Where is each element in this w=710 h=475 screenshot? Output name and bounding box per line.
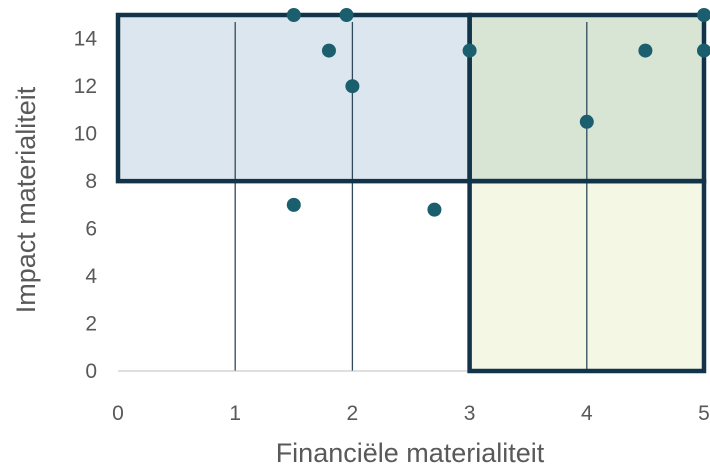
y-tick-labels: 0 2 4 6 8 10 12 14 xyxy=(74,28,98,383)
data-point-1 xyxy=(286,8,301,22)
y-tick-8: 8 xyxy=(85,170,97,193)
y-tick-0: 0 xyxy=(85,360,97,383)
frame-bottom-right xyxy=(467,178,707,374)
y-tick-14: 14 xyxy=(74,28,98,51)
x-tick-1: 1 xyxy=(229,402,241,425)
y-tick-4: 4 xyxy=(85,265,97,288)
data-point-9 xyxy=(579,114,594,129)
x-tick-3: 3 xyxy=(464,402,476,425)
data-point-6 xyxy=(638,43,653,58)
quadrant-fill-1 xyxy=(118,15,470,182)
data-point-11 xyxy=(427,202,442,217)
data-point-2 xyxy=(339,8,354,22)
y-axis-title: Impact materialiteit xyxy=(11,86,41,313)
data-point-10 xyxy=(286,197,301,212)
x-tick-5: 5 xyxy=(698,402,710,425)
data-point-5 xyxy=(462,43,477,58)
x-axis-title: Financiële materialiteit xyxy=(276,438,545,468)
data-point-3 xyxy=(321,43,336,58)
y-tick-6: 6 xyxy=(85,218,97,241)
x-tick-4: 4 xyxy=(581,402,593,425)
data-point-7 xyxy=(697,8,710,22)
quadrant-regions xyxy=(118,15,704,371)
data-point-8 xyxy=(697,43,710,58)
data-points xyxy=(286,8,710,217)
data-point-4 xyxy=(345,79,360,94)
y-tick-10: 10 xyxy=(74,123,97,146)
y-tick-12: 12 xyxy=(74,75,97,98)
x-tick-labels: 0 1 2 3 4 5 xyxy=(112,402,710,425)
x-tick-2: 2 xyxy=(347,402,359,425)
y-tick-2: 2 xyxy=(85,313,97,336)
x-tick-0: 0 xyxy=(112,402,124,425)
